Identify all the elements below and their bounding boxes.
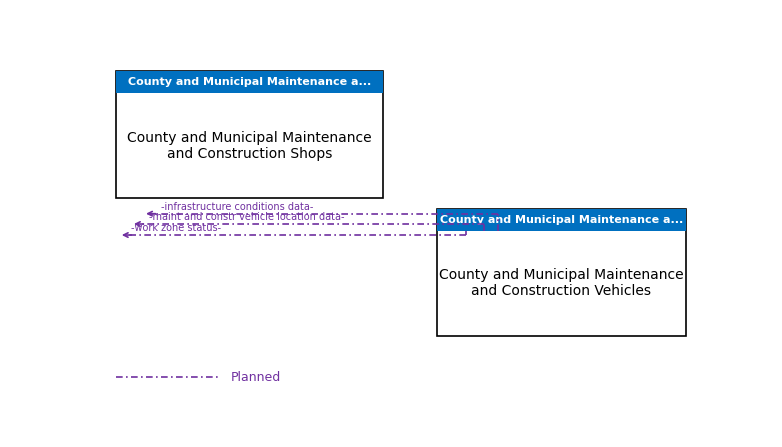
Text: County and Municipal Maintenance
and Construction Shops: County and Municipal Maintenance and Con… [127, 131, 371, 161]
Text: County and Municipal Maintenance a...: County and Municipal Maintenance a... [127, 77, 371, 87]
Text: County and Municipal Maintenance
and Construction Vehicles: County and Municipal Maintenance and Con… [439, 268, 683, 299]
Text: -infrastructure conditions data-: -infrastructure conditions data- [161, 202, 314, 211]
Text: County and Municipal Maintenance a...: County and Municipal Maintenance a... [439, 215, 683, 225]
Text: -work zone status-: -work zone status- [131, 223, 221, 233]
Text: -maint and constr vehicle location data-: -maint and constr vehicle location data- [149, 212, 345, 222]
Bar [116, 71, 382, 198]
Bar [437, 208, 686, 336]
Text: Planned: Planned [231, 371, 282, 384]
Bar [437, 208, 686, 231]
Bar [116, 71, 382, 93]
